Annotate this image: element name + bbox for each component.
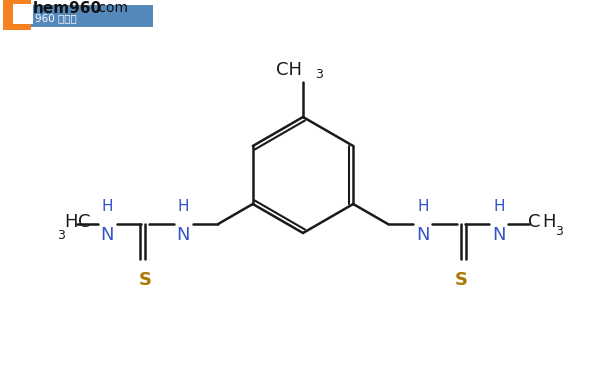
Text: C: C (528, 213, 540, 231)
Text: 3: 3 (57, 229, 65, 242)
FancyBboxPatch shape (3, 5, 153, 27)
FancyBboxPatch shape (13, 4, 33, 24)
Text: N: N (492, 226, 506, 244)
Text: N: N (100, 226, 114, 244)
Text: C: C (78, 213, 91, 231)
Text: CH: CH (276, 61, 302, 79)
Text: S: S (139, 271, 152, 289)
Text: .com: .com (95, 1, 129, 15)
Text: 960 化工网: 960 化工网 (35, 13, 77, 23)
Text: H: H (417, 199, 428, 214)
Text: H: H (177, 199, 189, 214)
Text: H: H (65, 213, 78, 231)
Text: S: S (454, 271, 468, 289)
Text: hem960: hem960 (33, 1, 102, 16)
Text: N: N (177, 226, 190, 244)
Text: N: N (416, 226, 430, 244)
Text: H: H (102, 199, 113, 214)
Text: H: H (542, 213, 555, 231)
Text: 3: 3 (315, 68, 323, 81)
Text: H: H (493, 199, 505, 214)
Text: 3: 3 (555, 225, 563, 238)
FancyBboxPatch shape (3, 0, 31, 30)
